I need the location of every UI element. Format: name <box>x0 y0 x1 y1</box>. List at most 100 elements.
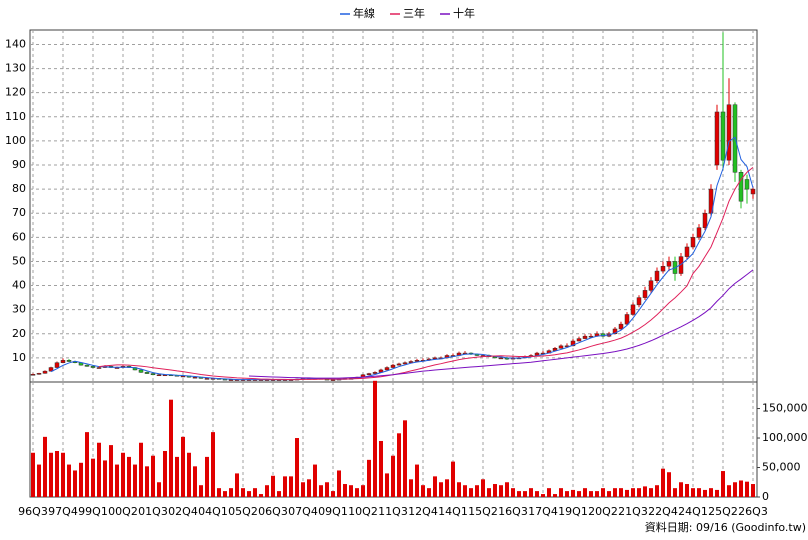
candle-body <box>636 297 642 306</box>
candle-body <box>744 179 750 190</box>
volume-bar <box>481 479 485 497</box>
volume-bar <box>625 489 629 497</box>
volume-bar <box>187 452 191 497</box>
x-tick-label: 11Q3 <box>378 505 408 518</box>
candle-body <box>84 364 90 367</box>
volume-bar <box>565 491 569 497</box>
volume-bar <box>535 491 539 497</box>
volume-bar <box>295 438 299 497</box>
volume-bar <box>721 471 725 497</box>
volume-bar <box>343 484 347 497</box>
x-tick-label: 01Q3 <box>138 505 168 518</box>
x-tick-label: 14Q1 <box>438 505 468 518</box>
volume-bar <box>85 432 89 497</box>
volume-bar <box>433 476 437 497</box>
volume-bar <box>559 488 563 497</box>
volume-bar <box>643 486 647 497</box>
y-tick-label: 140 <box>5 37 26 50</box>
candle-body <box>156 374 162 377</box>
candle-body <box>576 338 582 342</box>
volume-bar <box>553 494 557 497</box>
candle-body <box>372 372 378 374</box>
volume-bar <box>469 488 473 497</box>
candle-body <box>396 363 402 366</box>
candle-body <box>618 323 624 330</box>
volume-bar <box>367 459 371 497</box>
candle-body <box>558 345 564 349</box>
volume-bar <box>715 489 719 497</box>
volume-bar <box>37 464 41 497</box>
volume-bar <box>703 489 707 497</box>
volume-bar <box>289 476 293 497</box>
volume-bar <box>49 452 53 497</box>
x-tick-label: 19Q1 <box>558 505 588 518</box>
volume-bar <box>427 488 431 497</box>
volume-bar <box>253 488 257 497</box>
volume-bar <box>733 482 737 497</box>
volume-bar <box>157 482 161 497</box>
candle-body <box>654 270 660 281</box>
volume-bar <box>583 488 587 497</box>
y-tick-label: 30 <box>12 303 26 316</box>
volume-bar <box>475 485 479 497</box>
candle-body <box>204 378 210 380</box>
volume-bar <box>301 482 305 497</box>
candle-body <box>144 372 150 374</box>
volume-bar <box>613 488 617 497</box>
volume-bar <box>601 488 605 497</box>
volume-bar <box>607 491 611 497</box>
y-tick-label: 120 <box>5 86 26 99</box>
volume-bar <box>61 452 65 497</box>
volume-bar <box>235 473 239 497</box>
volume-bar <box>541 494 545 497</box>
volume-bar <box>103 460 107 497</box>
x-tick-label: 15Q2 <box>468 505 498 518</box>
volume-bar <box>211 432 215 497</box>
candle-body <box>750 188 756 195</box>
candle-body <box>588 335 594 338</box>
candle-body <box>660 266 666 272</box>
volume-bar <box>655 485 659 497</box>
x-tick-label: 16Q3 <box>498 505 528 518</box>
volume-bar <box>43 436 47 497</box>
candle-body <box>42 370 48 374</box>
x-tick-label: 25Q2 <box>708 505 738 518</box>
volume-bar <box>271 475 275 497</box>
volume-bar <box>631 488 635 497</box>
volume-bar <box>439 482 443 497</box>
y-tick-label: 110 <box>5 110 26 123</box>
volume-bar <box>667 472 671 497</box>
volume-bar <box>595 491 599 497</box>
candle-body <box>690 237 696 248</box>
volume-bar <box>673 488 677 497</box>
volume-bar <box>649 488 653 497</box>
footer: 資料日期: 09/16 (Goodinfo.tw) <box>645 520 806 534</box>
volume-bar <box>265 485 269 497</box>
volume-bar <box>307 479 311 497</box>
volume-bar <box>379 440 383 497</box>
candle-body <box>624 314 630 325</box>
volume-bar <box>145 466 149 497</box>
candle-body <box>54 362 60 368</box>
candle-body <box>90 366 96 368</box>
x-tick-label: 26Q3 <box>738 505 768 518</box>
x-tick-label: 07Q4 <box>288 505 318 518</box>
candle-body <box>390 364 396 368</box>
volume-bar <box>547 488 551 497</box>
volume-bar <box>241 488 245 497</box>
volume-bar <box>217 488 221 497</box>
volume-bar <box>91 458 95 497</box>
candle-body <box>60 360 66 363</box>
volume-bar <box>67 464 71 497</box>
volume-bar <box>499 485 503 497</box>
candle-body <box>330 379 336 381</box>
volume-bar <box>277 491 281 497</box>
volume-bar <box>79 462 83 497</box>
volume-bar <box>229 488 233 497</box>
legend-label: 年線 <box>353 6 375 20</box>
candle-body <box>384 367 390 371</box>
volume-bar <box>523 491 527 497</box>
volume-bar <box>319 485 323 497</box>
candle-body <box>648 280 654 291</box>
volume-bar <box>115 464 119 497</box>
